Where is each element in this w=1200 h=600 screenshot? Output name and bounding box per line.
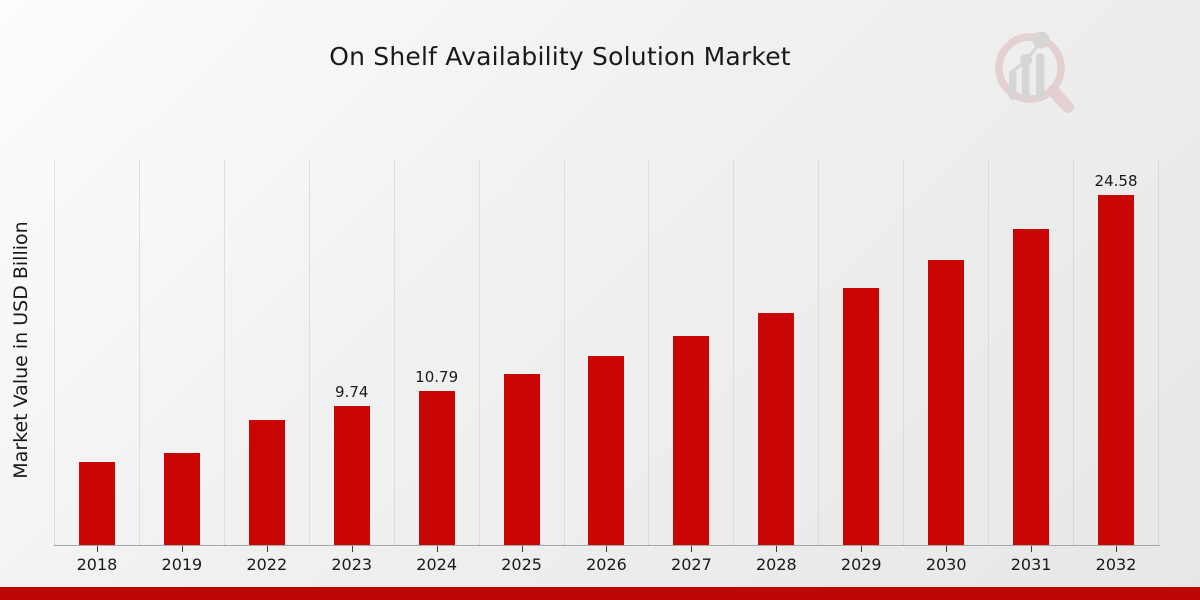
- x-tick-label-2023: 2023: [331, 555, 373, 574]
- column-2019: 2019: [140, 160, 225, 574]
- data-label-2023: 9.74: [335, 383, 369, 402]
- x-tick-label-2031: 2031: [1010, 555, 1052, 574]
- bar-2019: [163, 453, 200, 545]
- bar-2025: [503, 374, 540, 545]
- column-2028: 2028: [734, 160, 820, 574]
- x-tick-label-2032: 2032: [1095, 555, 1137, 574]
- column-2018: 2018: [54, 160, 140, 574]
- plot-area: 2018 2019 2022 9.74 2023 10.79 2024 2025 2026 202…: [54, 160, 1159, 574]
- bar-2023: [333, 406, 370, 545]
- column-2022: 2022: [225, 160, 310, 574]
- x-axis-line: [54, 545, 1160, 546]
- y-axis-label: Market Value in USD Billion: [10, 221, 32, 479]
- x-tick-2025: [521, 546, 523, 552]
- bar-2031: [1013, 228, 1050, 545]
- bar-2030: [928, 259, 965, 545]
- x-tick-2031: [1031, 546, 1033, 552]
- footer-accent-bar: [0, 587, 1200, 600]
- bar-2024: [418, 391, 455, 545]
- x-tick-2022: [266, 546, 268, 552]
- x-tick-2027: [691, 546, 693, 552]
- x-tick-label-2029: 2029: [840, 555, 882, 574]
- x-tick-label-2018: 2018: [76, 555, 118, 574]
- x-tick-2018: [96, 546, 98, 552]
- bar-2018: [78, 462, 115, 545]
- column-2031: 2031: [989, 160, 1075, 574]
- column-2032: 24.58 2032: [1074, 160, 1159, 574]
- x-tick-label-2024: 2024: [416, 555, 457, 574]
- bar-2022: [248, 419, 285, 545]
- bar-2029: [843, 287, 880, 545]
- data-label-2024: 10.79: [415, 368, 459, 387]
- column-2023: 9.74 2023: [310, 160, 395, 574]
- bar-2026: [588, 356, 625, 545]
- column-2024: 10.79 2024: [395, 160, 480, 574]
- column-2027: 2027: [649, 160, 735, 574]
- x-tick-2024: [436, 546, 438, 552]
- column-2026: 2026: [565, 160, 650, 574]
- column-2030: 2030: [904, 160, 990, 574]
- x-tick-label-2028: 2028: [755, 555, 797, 574]
- column-2029: 2029: [819, 160, 905, 574]
- x-tick-label-2027: 2027: [671, 555, 712, 574]
- bar-2027: [673, 335, 710, 545]
- x-tick-label-2022: 2022: [246, 555, 288, 574]
- x-tick-label-2019: 2019: [161, 555, 203, 574]
- x-tick-label-2025: 2025: [501, 555, 542, 574]
- x-tick-2026: [606, 546, 608, 552]
- x-tick-label-2030: 2030: [925, 555, 967, 574]
- bar-2028: [758, 312, 795, 545]
- magnifier-bar-chart-watermark-icon: [995, 31, 1074, 113]
- x-tick-2023: [351, 546, 353, 552]
- x-tick-2030: [946, 546, 948, 552]
- bar-2032: [1098, 194, 1135, 545]
- x-tick-2019: [181, 546, 183, 552]
- x-tick-2029: [861, 546, 863, 552]
- column-2025: 2025: [480, 160, 565, 574]
- x-tick-2032: [1116, 546, 1118, 552]
- x-tick-2028: [776, 546, 778, 552]
- chart-title: On Shelf Availability Solution Market: [329, 42, 791, 71]
- data-label-2032: 24.58: [1094, 171, 1138, 190]
- x-tick-label-2026: 2026: [586, 555, 627, 574]
